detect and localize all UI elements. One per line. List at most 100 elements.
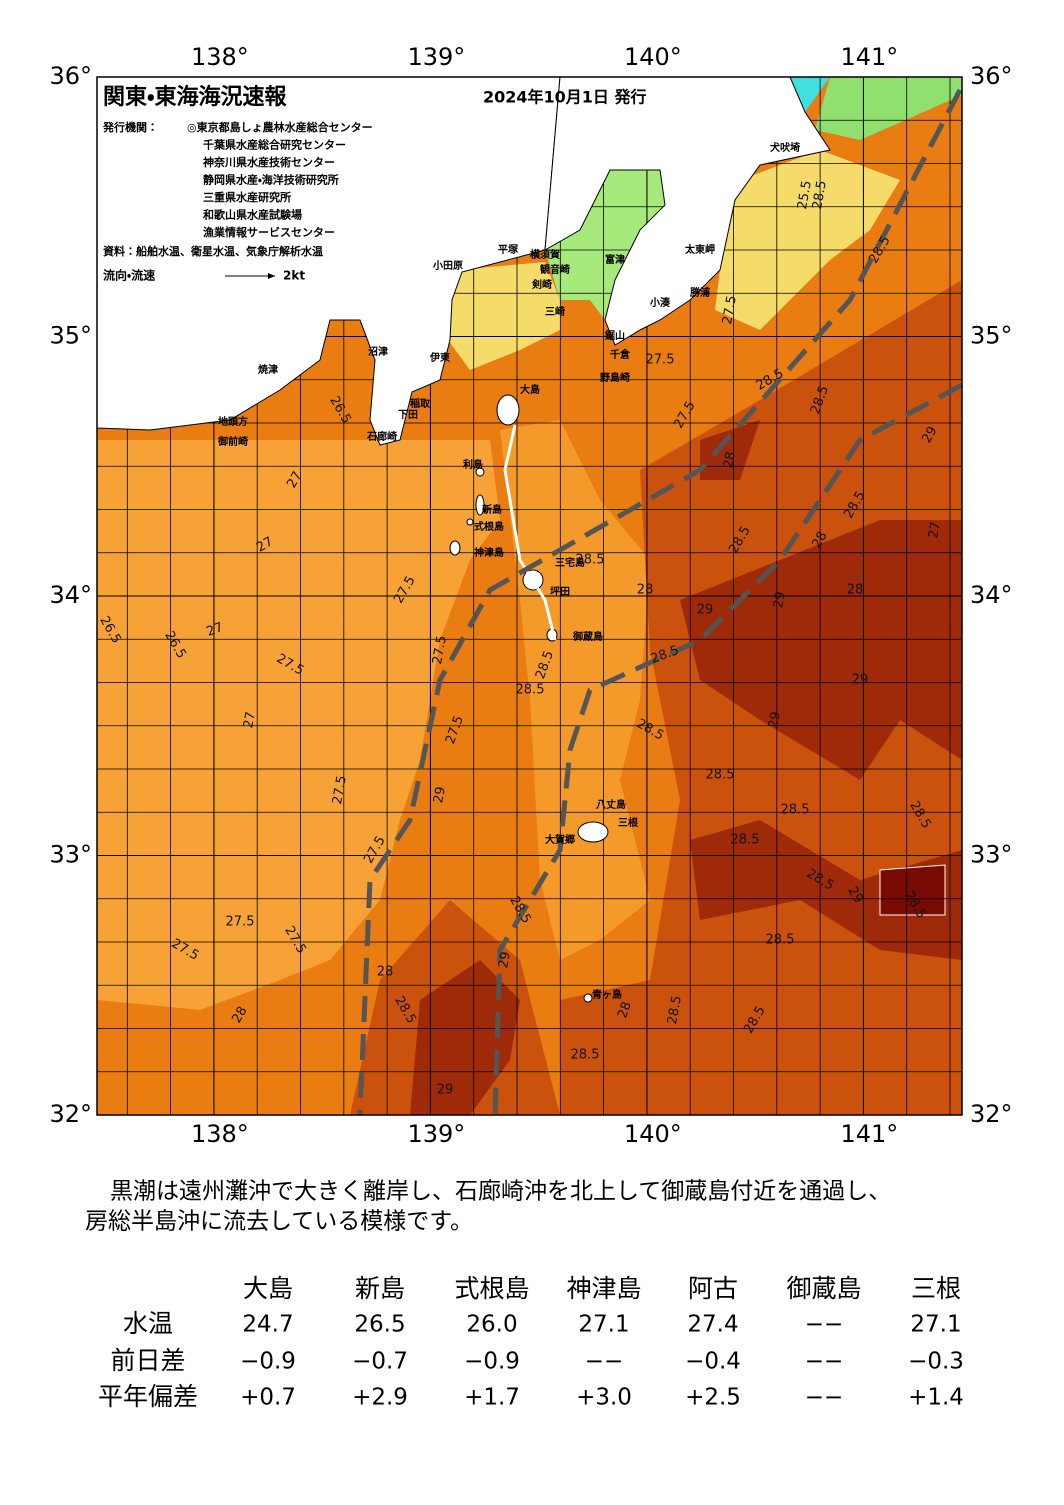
column-header: 三根 [911, 1274, 961, 1303]
place-label: 野島崎 [600, 371, 630, 384]
table-cell: +1.4 [908, 1385, 964, 1411]
warm-area [97, 440, 500, 1010]
contour-label: 27 [205, 620, 226, 640]
data-source: 資料：船舶水温、衛星水温、気象庁解析水温 [103, 244, 323, 258]
issuer: 漁業情報サービスセンター [203, 225, 335, 239]
lat-tick-label: 32° [970, 1100, 1013, 1128]
contour-label: 27 [241, 711, 259, 730]
contour-label: 29 [496, 951, 514, 970]
contour-label: 28 [229, 1004, 250, 1026]
place-label: 焼津 [258, 363, 278, 376]
table-cell: +0.7 [240, 1385, 296, 1411]
lat-tick-label: 36° [49, 62, 92, 90]
summary-line: 黒潮は遠州灘沖で大きく離岸し、石廊崎沖を北上して御蔵島付近を通過し、 [110, 1179, 891, 1205]
lat-tick-label: 32° [49, 1100, 92, 1128]
lat-tick-label: 36° [970, 62, 1013, 90]
summary: 黒潮は遠州灘沖で大きく離岸し、石廊崎沖を北上して御蔵島付近を通過し、 房総半島沖… [85, 1179, 891, 1235]
contour-label: 29 [852, 673, 869, 688]
contour-label: 28 [377, 965, 394, 980]
table-cell: +2.9 [352, 1385, 408, 1411]
place-label: 平塚 [498, 243, 519, 256]
kuroshio-line [357, 88, 963, 1116]
contour-label: 28.5 [576, 553, 605, 568]
column-header: 新島 [355, 1274, 405, 1303]
table-cell: −− [585, 1349, 624, 1375]
table-cell: −− [805, 1312, 844, 1338]
contour-label: 29 [766, 711, 784, 730]
table-cell: 26.0 [466, 1312, 517, 1338]
contour-label: 29 [431, 786, 449, 805]
contour-label: 27.5 [646, 353, 675, 368]
place-label: 観音崎 [540, 263, 570, 276]
place-label: 三根 [618, 816, 639, 829]
lat-tick-label: 34° [970, 581, 1013, 609]
issuer: 静岡県水産・海洋技術研究所 [203, 173, 339, 187]
kuroshio-line [492, 382, 964, 1116]
contour-label: 28.5 [781, 803, 810, 818]
lat-tick-label: 33° [49, 841, 92, 869]
lon-tick-label: 141° [841, 43, 899, 71]
column-header: 式根島 [454, 1274, 529, 1303]
table-cell: −− [805, 1385, 844, 1411]
island [475, 467, 485, 477]
legend-arrowhead [268, 273, 275, 279]
contour-label: 27.5 [330, 774, 350, 805]
lat-tick-label: 35° [49, 322, 92, 350]
map-title: 関東・東海海況速報 [103, 84, 287, 110]
place-label: 三崎 [545, 305, 565, 318]
contour-label: 28.5 [731, 833, 760, 848]
contour-label: 28.5 [571, 1048, 600, 1063]
lon-tick-label: 139° [408, 1120, 466, 1148]
row-header: 水温 [123, 1309, 173, 1338]
place-label: 御蔵島 [572, 630, 603, 643]
place-label: 青ヶ島 [592, 988, 622, 1001]
issuer: ◎東京都島しょ農林水産総合センター [187, 120, 373, 134]
table-cell: −0.7 [352, 1349, 408, 1375]
peak-area [879, 864, 946, 916]
place-label: 富津 [605, 253, 625, 266]
contour-label: 28.5 [810, 179, 830, 210]
contour-label: 29 [437, 1083, 454, 1098]
cool-area [448, 262, 560, 370]
place-label: 横須賀 [530, 248, 560, 261]
contour-label: 28.5 [766, 933, 795, 948]
column-header: 大島 [243, 1274, 293, 1303]
cool-area [715, 150, 900, 330]
table-cell: 24.7 [242, 1312, 293, 1338]
place-label: 千倉 [610, 348, 631, 361]
table-cell: −0.3 [908, 1349, 964, 1375]
contour-label: 27.5 [226, 915, 255, 930]
lon-tick-label: 138° [191, 43, 249, 71]
contour-label: 28 [637, 583, 654, 598]
place-label: 犬吠埼 [770, 141, 800, 154]
place-label: 大島 [520, 383, 540, 396]
legend-label: 流向・流速 [103, 268, 155, 283]
summary-line: 房総半島沖に流去している模様です。 [85, 1209, 473, 1235]
place-label: 神津島 [473, 546, 504, 559]
contour-label: 29 [697, 603, 714, 618]
issuer: 三重県水産研究所 [203, 190, 291, 204]
place-label: 坪田 [550, 585, 570, 598]
route [503, 424, 557, 641]
place-label: 三宅島 [555, 556, 585, 569]
place-label: 沼津 [368, 345, 388, 358]
table-cell: 27.4 [687, 1312, 738, 1338]
issuer: 和歌山県水産試験場 [203, 208, 302, 222]
warm-area [500, 420, 650, 960]
kuroshio-axis [357, 88, 964, 1116]
table-cell: −0.9 [240, 1349, 296, 1375]
place-label: 勝浦 [690, 286, 710, 299]
place-label: 小田原 [432, 259, 463, 272]
column-header: 阿古 [688, 1274, 738, 1303]
place-label: 太東岬 [684, 243, 715, 256]
place-label: 伊東 [429, 351, 450, 364]
land [96, 76, 831, 1003]
place-label: 小湊 [649, 296, 671, 309]
hottest-area [680, 520, 962, 780]
land-east [544, 76, 831, 346]
table-cell: 27.1 [910, 1312, 961, 1338]
place-label: 式根島 [474, 520, 504, 533]
lon-tick-label: 139° [408, 43, 466, 71]
